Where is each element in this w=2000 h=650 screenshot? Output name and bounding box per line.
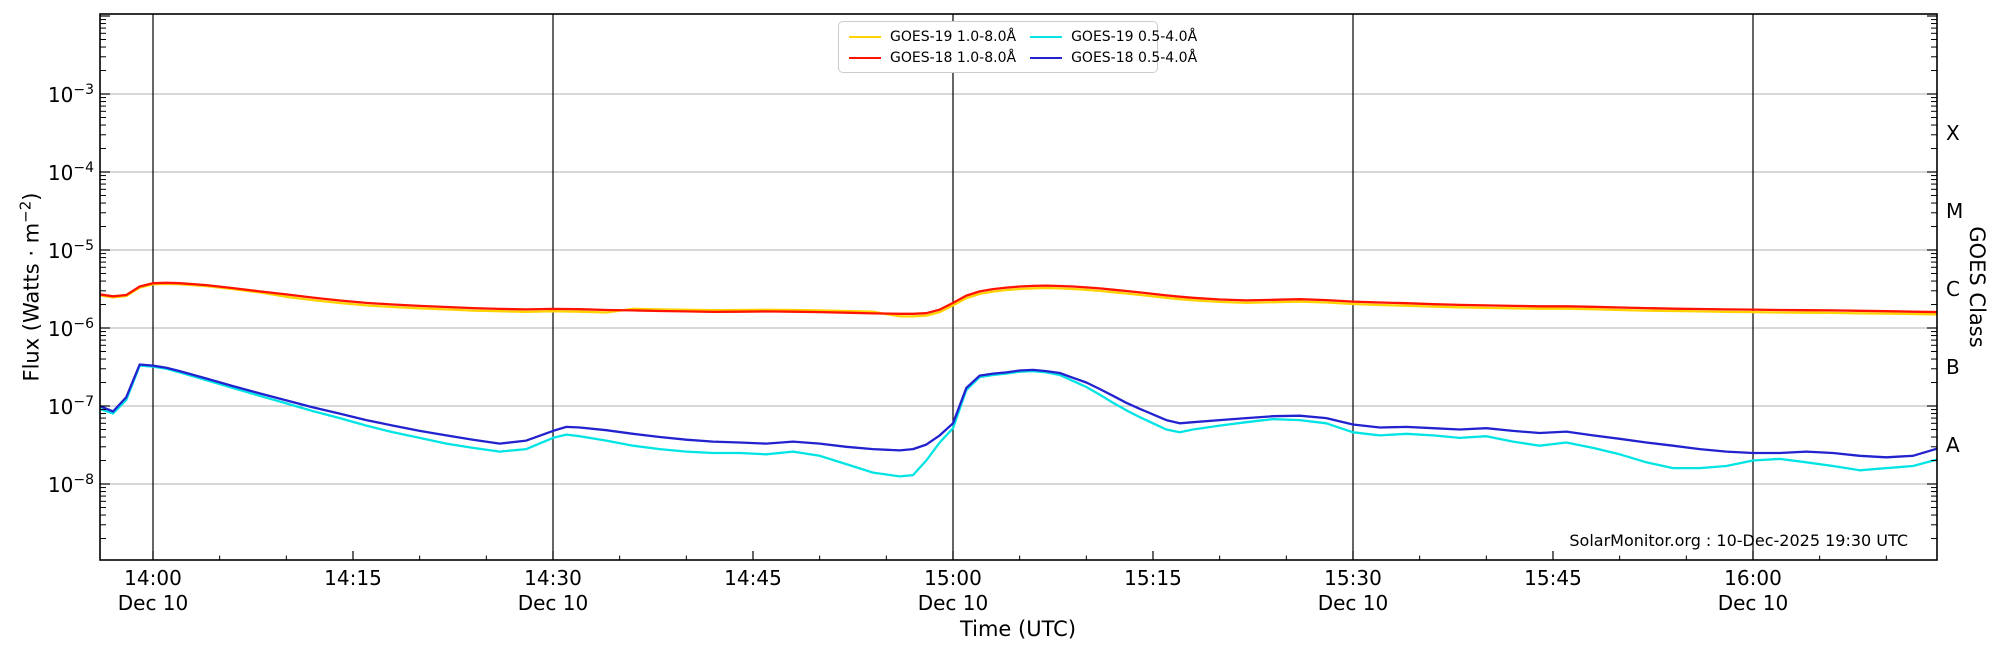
x-tick-label: 14:15	[324, 566, 382, 590]
legend-label: GOES-19 1.0-8.0Å	[890, 28, 1017, 45]
legend-item-goes18-short: GOES-18 0.5-4.0Å	[1030, 47, 1197, 68]
goes-class-label-b: B	[1946, 355, 1960, 379]
y-tick-label: 10−6	[47, 316, 94, 341]
legend: GOES-19 1.0-8.0Å GOES-18 1.0-8.0Å GOES-1…	[838, 21, 1197, 73]
flux-curve-2	[100, 364, 1937, 478]
horizontal-gridlines	[100, 93, 1937, 485]
legend-item-goes18-long: GOES-18 1.0-8.0Å	[849, 47, 1016, 68]
y-tick-label: 10−4	[47, 160, 94, 185]
goes-class-label-x: X	[1946, 121, 1960, 145]
y-tick-label: 10−8	[47, 472, 94, 497]
x-tick-date-label: Dec 10	[1317, 591, 1389, 615]
x-tick-label: 15:45	[1524, 566, 1582, 590]
legend-label: GOES-19 0.5-4.0Å	[1071, 28, 1198, 45]
y-axis-title: Flux (Watts · m−2)	[17, 192, 44, 381]
x-axis-title: Time (UTC)	[959, 617, 1077, 641]
x-tick-label: 14:45	[724, 566, 782, 590]
watermark: SolarMonitor.org : 10-Dec-2025 19:30 UTC	[1569, 531, 1908, 550]
y-tick-label: 10−3	[47, 82, 94, 107]
legend-line-swatch-blue	[1030, 56, 1063, 59]
plot-border	[99, 13, 1938, 561]
x-tick-label: 15:30	[1324, 566, 1382, 590]
legend-label: GOES-18 0.5-4.0Å	[1071, 49, 1198, 66]
x-tick-date-label: Dec 10	[117, 591, 189, 615]
x-tick-date-label: Dec 10	[1717, 591, 1789, 615]
x-tick-label: 15:00	[924, 566, 982, 590]
axis-ticks	[100, 15, 1937, 560]
y-tick-label: 10−5	[47, 238, 94, 263]
legend-line-swatch-cyan	[1030, 35, 1063, 38]
legend-item-goes19-long: GOES-19 1.0-8.0Å	[849, 26, 1016, 47]
x-tick-date-label: Dec 10	[517, 591, 589, 615]
y-axis-title-exponent: −2	[16, 200, 35, 223]
y-axis-title-close: )	[19, 192, 44, 201]
x-tick-label: 15:15	[1124, 566, 1182, 590]
goes-class-label-a: A	[1946, 433, 1960, 457]
x-tick-date-label: Dec 10	[917, 591, 989, 615]
legend-line-swatch-red	[849, 56, 881, 59]
legend-item-goes19-short: GOES-19 0.5-4.0Å	[1030, 26, 1197, 47]
vertical-gridlines	[152, 14, 1754, 560]
legend-label: GOES-18 1.0-8.0Å	[890, 49, 1017, 66]
y-axis-title-text: Flux (Watts · m	[19, 222, 44, 382]
x-tick-label: 16:00	[1724, 566, 1782, 590]
goes-class-label-m: M	[1946, 199, 1964, 223]
x-tick-label: 14:00	[124, 566, 182, 590]
flux-curve-3	[100, 363, 1937, 459]
y-tick-label: 10−7	[47, 394, 94, 419]
flux-curve-0	[100, 282, 1937, 318]
x-tick-label: 14:30	[524, 566, 582, 590]
flux-curve-1	[100, 281, 1937, 315]
right-axis-title: GOES Class	[1965, 226, 1989, 348]
goes-class-label-c: C	[1946, 277, 1960, 301]
legend-line-swatch-yellow	[849, 35, 881, 38]
flux-curves	[100, 281, 1937, 478]
